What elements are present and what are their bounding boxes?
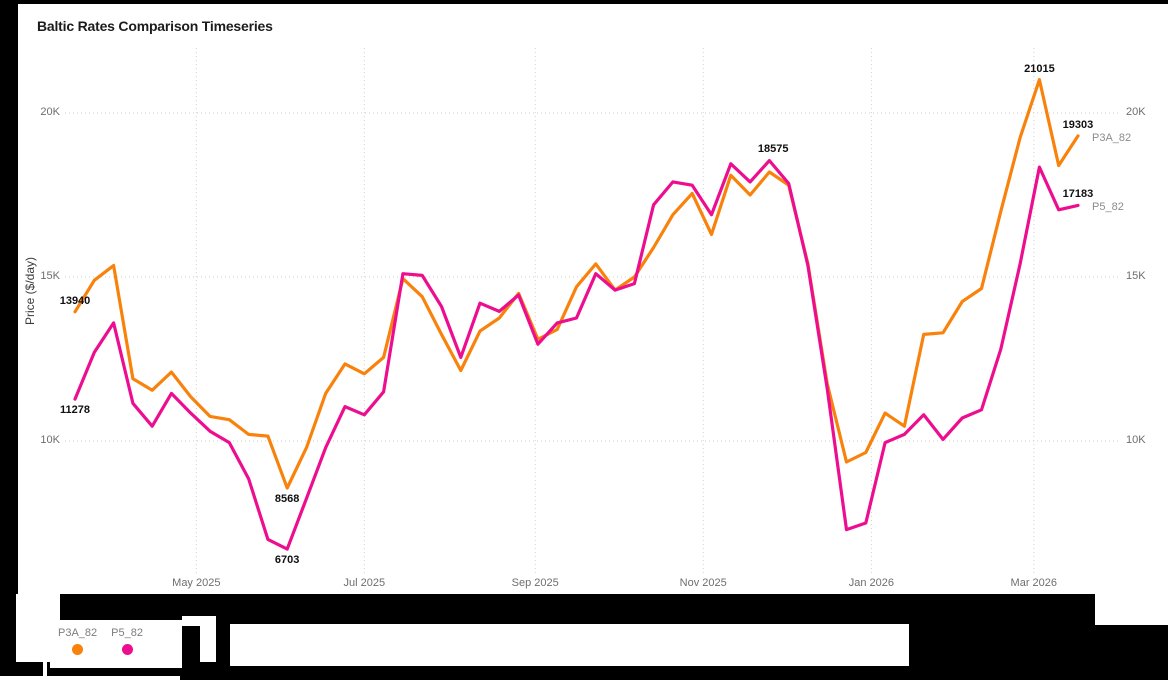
y-tick-right-20K: 20K — [1126, 106, 1146, 118]
y-tick-right-15K: 15K — [1126, 270, 1146, 282]
x-tick-mar-2026: Mar 2026 — [1010, 577, 1058, 589]
chart-title: Baltic Rates Comparison Timeseries — [37, 18, 273, 34]
mask-white-notch-right — [1095, 594, 1168, 625]
legend-label: P3A_82 — [58, 627, 98, 639]
y-tick-left-20K: 20K — [40, 106, 60, 118]
x-tick-nov-2025: Nov 2025 — [679, 577, 727, 589]
mask-white-bottom-strip — [0, 676, 180, 680]
series-line-p5_82 — [73, 159, 1080, 551]
plot-area — [65, 48, 1118, 575]
legend-dot-orange — [72, 644, 84, 655]
data-label-6703: 6703 — [274, 554, 300, 567]
mask-white-wedge — [182, 616, 216, 626]
chart-panel — [18, 4, 1168, 594]
end-label-p3a_82: P3A_82 — [1092, 131, 1132, 144]
legend: P3A_82 P5_82 — [50, 620, 182, 668]
x-tick-sep-2025: Sep 2025 — [511, 577, 559, 589]
data-label-13940: 13940 — [59, 294, 91, 307]
mask-white-block — [200, 616, 216, 662]
y-tick-left-15K: 15K — [40, 270, 60, 282]
series-line-p3a_82 — [73, 78, 1080, 490]
mask-white-bar — [230, 624, 909, 666]
end-label-p5_82: P5_82 — [1092, 201, 1124, 214]
x-tick-may-2025: May 2025 — [172, 577, 221, 589]
mask-top-strip — [0, 0, 1110, 4]
x-tick-jul-2025: Jul 2025 — [343, 577, 386, 589]
data-label-11278: 11278 — [60, 404, 90, 417]
data-label-19303: 19303 — [1062, 118, 1094, 131]
x-tick-jan-2026: Jan 2026 — [848, 577, 895, 589]
data-label-8568: 8568 — [274, 492, 300, 505]
y-tick-right-10K: 10K — [1126, 434, 1146, 446]
data-label-17183: 17183 — [1062, 188, 1094, 201]
legend-item-p582[interactable]: P5_82 — [111, 627, 143, 655]
y-tick-left-10K: 10K — [40, 434, 60, 446]
data-label-21015: 21015 — [1024, 62, 1055, 75]
legend-dot-pink — [121, 644, 133, 655]
mask-white-tick — [43, 662, 47, 680]
data-label-18575: 18575 — [757, 142, 789, 155]
legend-label: P5_82 — [111, 627, 143, 639]
legend-item-p3a82[interactable]: P3A_82 — [58, 627, 97, 655]
